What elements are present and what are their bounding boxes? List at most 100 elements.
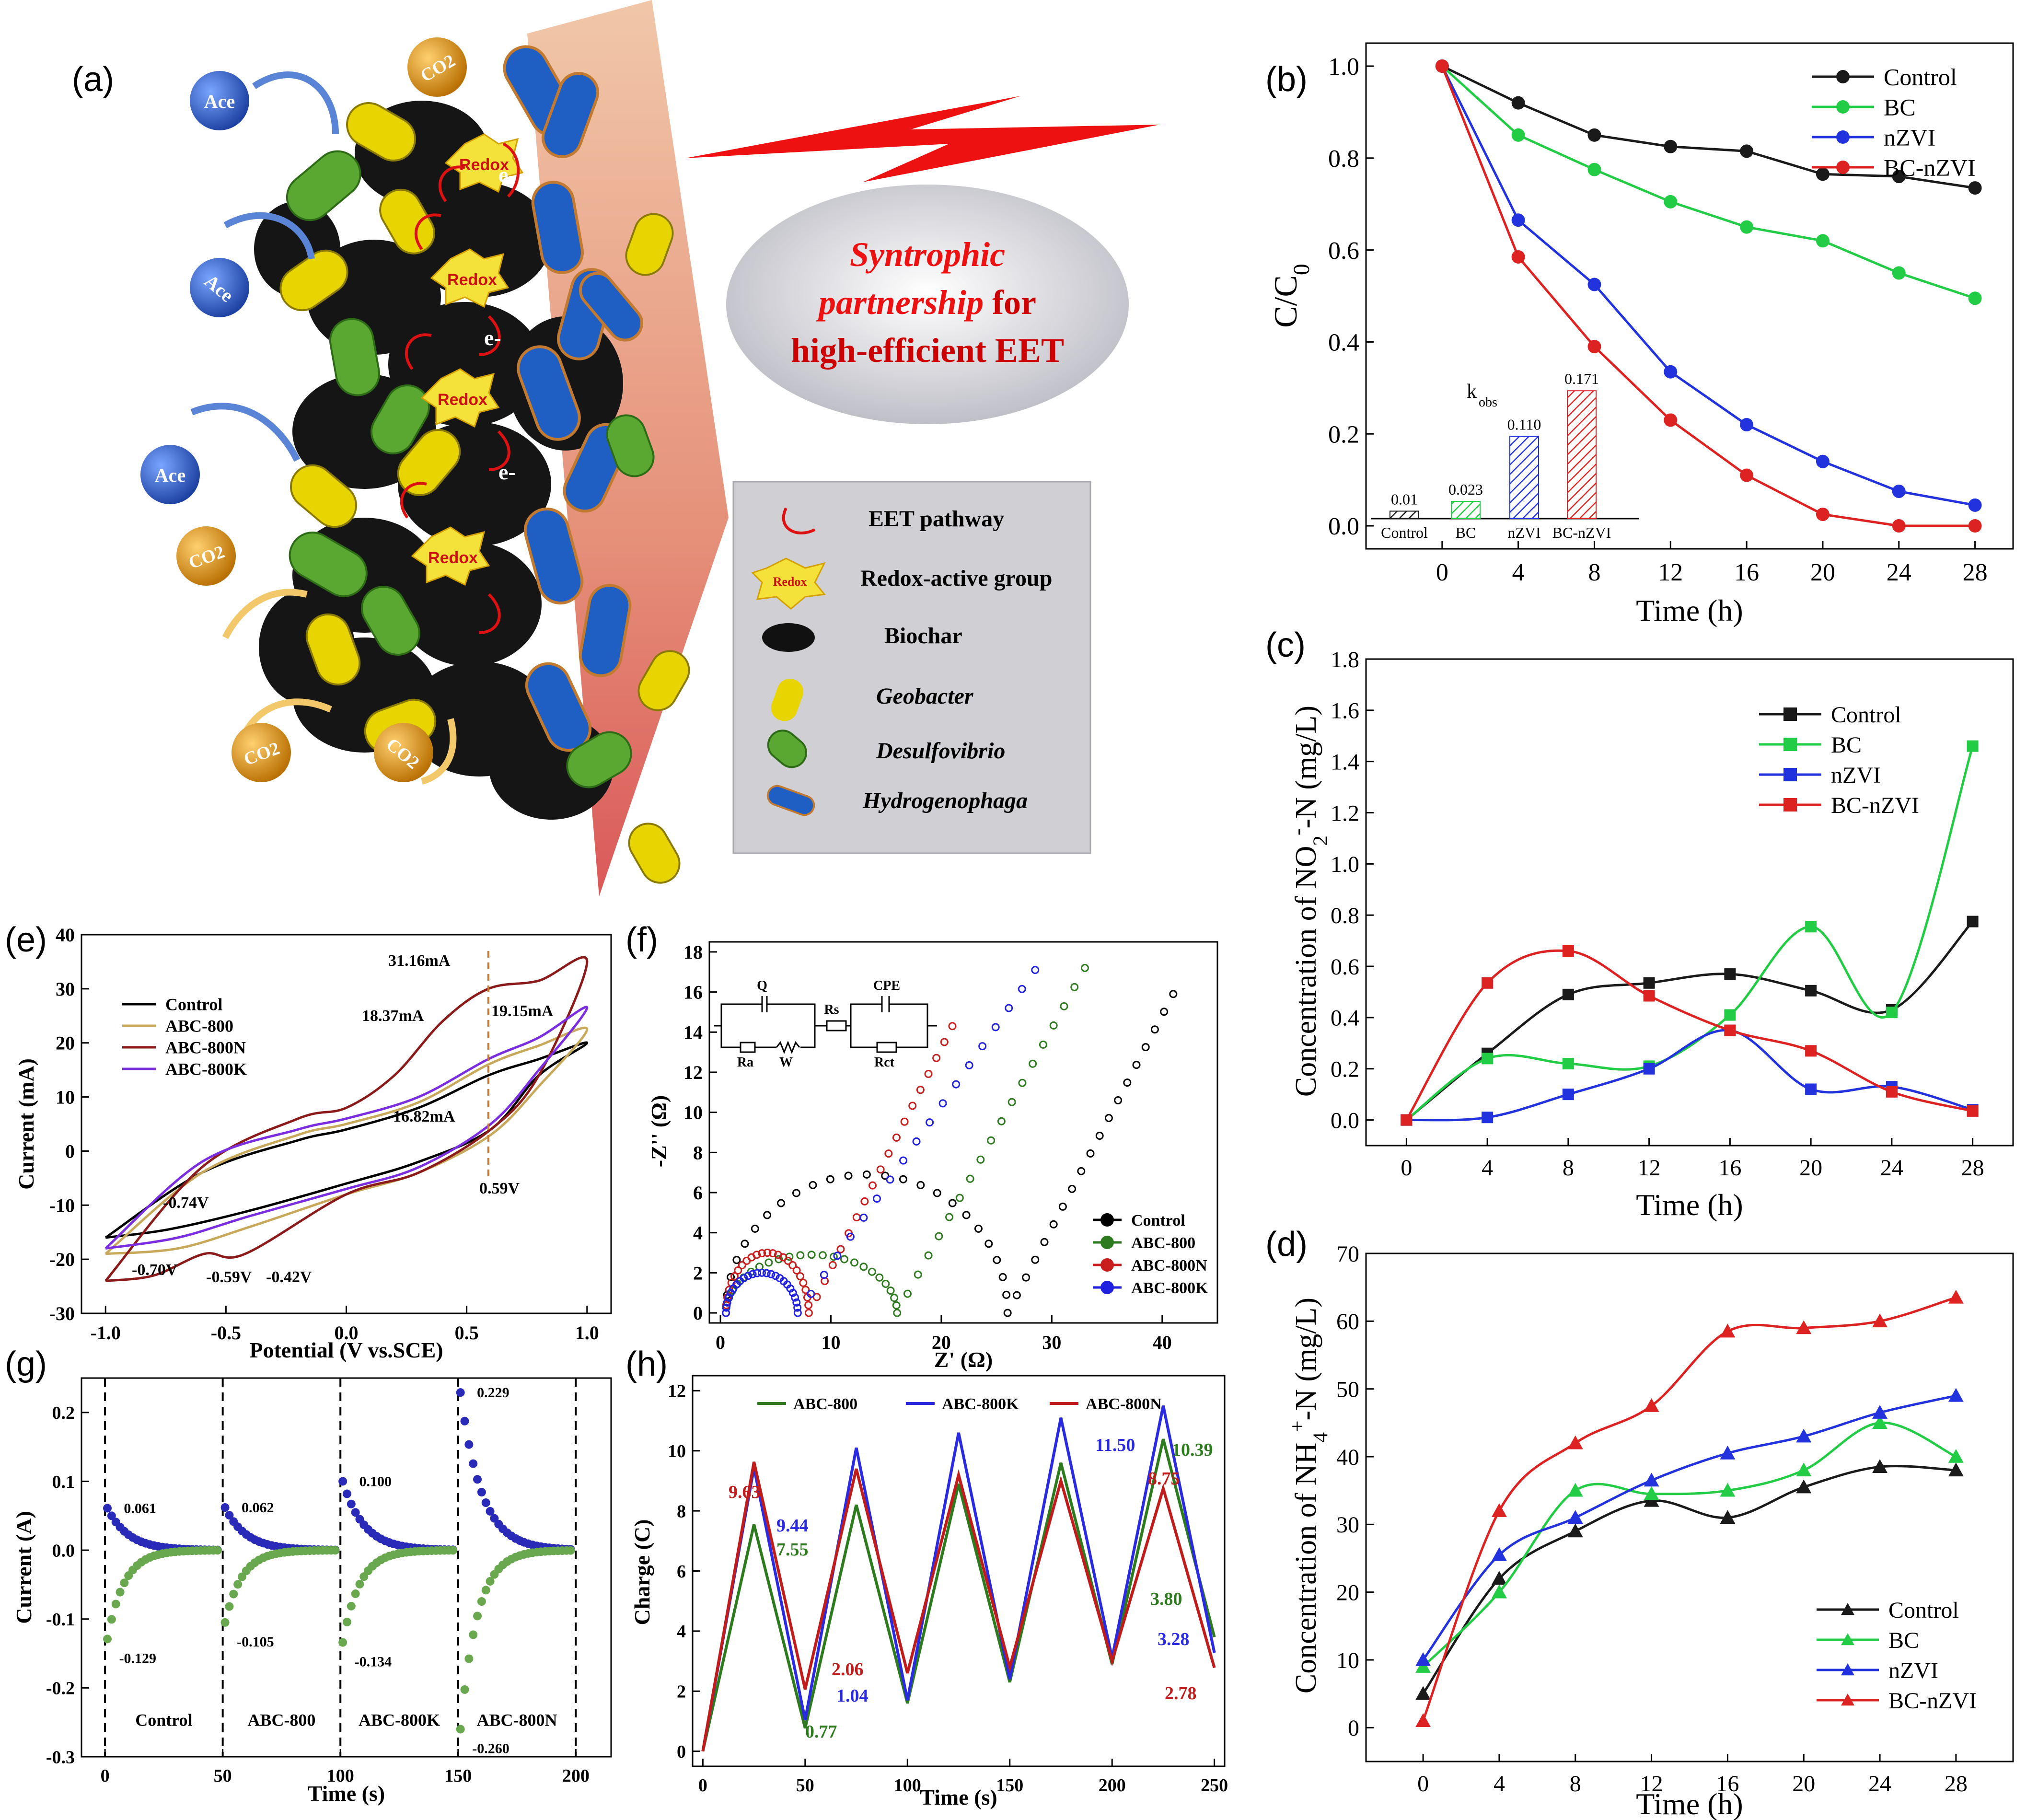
x-tick-label: 0	[101, 1766, 110, 1786]
legend-marker	[1783, 738, 1797, 751]
data-point-control	[1511, 96, 1525, 110]
data-point-bc-nzvi	[1567, 1435, 1583, 1449]
y-axis-label-part: -Z'' (Ω)	[647, 1095, 671, 1168]
discharge-point	[351, 1508, 360, 1517]
svg-text:Syntrophic: Syntrophic	[850, 235, 1005, 274]
desulfovibrio-cells	[286, 150, 655, 788]
plot-frame	[1365, 658, 2014, 1147]
nyquist-point-abc-800	[914, 1270, 922, 1279]
peak-label: 0.100	[359, 1473, 392, 1489]
y-axis-label-part: -N (mg/L)	[1290, 706, 1322, 829]
y-tick-label: -20	[49, 1249, 75, 1270]
legend-redox: Redox-active group	[860, 566, 1052, 591]
x-tick-label: 0	[1436, 559, 1448, 586]
charge-point	[566, 1546, 575, 1555]
legend-biochar: Biochar	[884, 623, 962, 649]
nyquist-point-abc-800	[987, 1136, 996, 1145]
discharge-point	[486, 1507, 495, 1516]
nyquist-point-abc-800k	[792, 1298, 801, 1307]
chart-c-nitrite: (c) 0 4 8 12 16 20 24 28 0.0 0.2 0.4 0.6 0.8 1.0 1.2 1.4…	[1265, 626, 2014, 1222]
valley-label: -0.129	[119, 1650, 156, 1666]
nyquist-point-abc-800k	[938, 1099, 947, 1108]
discharge-point	[456, 1388, 465, 1397]
nyquist-point-abc-800k	[740, 1274, 748, 1283]
nyquist-point-abc-800	[764, 1258, 773, 1267]
y-axis-label-part: -	[1286, 828, 1309, 835]
discharge-point	[460, 1416, 469, 1426]
legend-label: ABC-800K	[942, 1395, 1019, 1413]
desulfovibrio-icon	[767, 730, 807, 768]
peak-label: 0.061	[124, 1500, 156, 1516]
circuit-label: Ra	[737, 1055, 753, 1070]
data-point-bc-nzvi	[1724, 1024, 1736, 1036]
nyquist-point-abc-800	[903, 1289, 912, 1298]
value-label: 2.78	[1165, 1683, 1197, 1704]
legend-marker	[1100, 1281, 1114, 1294]
nyquist-point-abc-800k	[722, 1309, 730, 1317]
charge-point	[347, 1601, 356, 1611]
nyquist-point-abc-800n	[884, 1149, 893, 1158]
nyquist-point-abc-800k	[1018, 985, 1026, 993]
data-point-bc-nzvi	[1796, 1320, 1812, 1334]
panel-label-d: (d)	[1265, 1225, 1308, 1264]
nyquist-point-abc-800k	[886, 1175, 894, 1184]
data-point-bc	[1968, 291, 1982, 305]
data-point-nzvi	[1491, 1547, 1507, 1561]
legend-marker	[1100, 1258, 1114, 1272]
cv-loop-abc-800k	[104, 1006, 589, 1250]
nyquist-point-control	[1086, 1149, 1095, 1158]
x-axis-label: Time (s)	[920, 1785, 997, 1809]
x-tick-label: 100	[894, 1775, 921, 1796]
cv-annotation: -0.74V	[163, 1194, 209, 1212]
chart-b-degradation: (b) 0 4 8 12 16 20 24 28 0.0 0.2 0.4 0.6 0.8 1.0 Time (…	[1265, 42, 2014, 627]
data-point-bc-nzvi	[1968, 519, 1982, 533]
inset-bar	[1451, 501, 1481, 519]
nyquist-point-abc-800n	[804, 1309, 813, 1317]
value-label: 7.55	[776, 1540, 809, 1560]
data-point-nzvi	[1720, 1445, 1736, 1460]
charge-point	[213, 1546, 222, 1555]
data-point-nzvi	[1968, 498, 1982, 512]
nyquist-point-abc-800	[1018, 1078, 1027, 1087]
svg-text:Ace: Ace	[155, 464, 185, 486]
nyquist-point-abc-800	[796, 1251, 805, 1260]
value-label: 11.50	[1095, 1435, 1135, 1455]
panel-label-a: (a)	[72, 60, 114, 99]
nyquist-point-control	[1022, 1273, 1031, 1282]
nyquist-point-abc-800n	[784, 1256, 792, 1265]
data-point-control	[1643, 977, 1655, 989]
y-tick-label: 0.0	[1331, 1108, 1359, 1133]
nyquist-point-abc-800k	[723, 1298, 731, 1307]
legend-label: ABC-800	[165, 1017, 233, 1036]
group-label: ABC-800N	[477, 1710, 557, 1729]
data-point-bc	[1491, 1584, 1507, 1599]
y-tick-label: 50	[1336, 1377, 1359, 1402]
y-axis-label: Concentration of NH4+-N (mg/L)	[1286, 1298, 1332, 1693]
nyquist-point-abc-800k	[926, 1118, 934, 1127]
nyquist-point-abc-800	[1029, 1059, 1037, 1068]
x-tick-label: 12	[1658, 559, 1683, 586]
syntrophic-ellipse: Syntrophic partnership for high-efficien…	[726, 185, 1129, 424]
data-point-bc-nzvi	[1872, 1313, 1888, 1328]
chart-d-ammonium: (d) 0 4 8 12 16 20 24 28 0 10 20 30 40 50 60 70 Time (h) C…	[1265, 1225, 2014, 1820]
y-tick-label: 1.6	[1331, 698, 1359, 724]
charge-point	[338, 1638, 347, 1647]
legend-label: BC	[1884, 94, 1916, 121]
x-tick-label: 50	[796, 1775, 814, 1796]
data-point-bc	[1724, 1009, 1736, 1021]
y-tick-label: 6	[693, 1182, 703, 1204]
legend-marker	[1783, 798, 1797, 811]
data-point-bc-nzvi	[1491, 1503, 1507, 1517]
data-point-bc-nzvi	[1562, 945, 1574, 957]
y-tick-label: 10	[683, 1102, 703, 1124]
y-axis-label: Concentration of NO2--N (mg/L)	[1286, 706, 1332, 1097]
legend-label: nZVI	[1884, 124, 1935, 151]
y-tick-label: 18	[683, 941, 703, 963]
discharge-point	[477, 1488, 486, 1497]
lightning-bolt	[685, 96, 1160, 182]
data-point-nzvi	[1562, 1089, 1574, 1101]
y-tick-label: 1.0	[1328, 53, 1359, 81]
data-point-bc-nzvi	[1644, 1398, 1659, 1412]
discharge-point	[347, 1499, 356, 1508]
charge-point	[233, 1580, 243, 1589]
